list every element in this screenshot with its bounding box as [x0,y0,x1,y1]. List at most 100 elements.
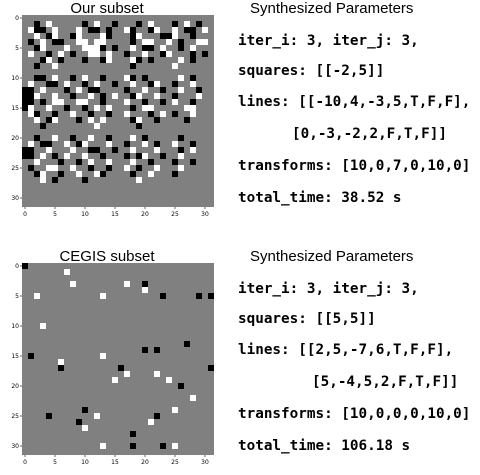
pixel [28,141,34,147]
pixel [172,407,178,413]
pixel [34,293,40,299]
pixel [40,123,46,129]
pixel [184,117,190,123]
pixel [34,117,40,123]
pixel [172,141,178,147]
pixel [88,159,94,165]
pixel [22,147,28,153]
pixel [100,39,106,45]
pixel [100,45,106,51]
pixel [148,21,154,27]
pixel [52,33,58,39]
pixel [76,33,82,39]
pixel [172,443,178,449]
pixel [112,377,118,383]
pixel [70,93,76,99]
pixel [46,117,52,123]
pixel [148,159,154,165]
pixel [70,147,76,153]
pixel [178,57,184,63]
pixel [88,27,94,33]
pixel [112,21,118,27]
pixel [58,171,64,177]
pixel [160,111,166,117]
pixel [40,323,46,329]
pixel [46,51,52,57]
pixel [34,75,40,81]
pixel [82,425,88,431]
pixel [34,171,40,177]
x-tick-label: 0 [23,211,27,218]
pixel [130,57,136,63]
pixel [70,51,76,57]
pixel [100,33,106,39]
pixel [196,93,202,99]
pixel [112,81,118,87]
x-tick-label: 30 [201,459,209,466]
pixel [112,147,118,153]
y-tick-label: 0 [15,263,19,270]
pixel [130,75,136,81]
param-line: iter_i: 3, iter_j: 3, [238,33,419,49]
pixel [76,117,82,123]
pixel [208,293,214,299]
pixel [112,93,118,99]
pixel [166,377,172,383]
pixel [52,75,58,81]
param-line: squares: [[-2,5]] [238,63,384,79]
pixel [124,99,130,105]
pixel [40,87,46,93]
pixel [154,117,160,123]
pixel [106,141,112,147]
pixel [40,171,46,177]
pixel [124,75,130,81]
pixel [52,177,58,183]
pixel [40,99,46,105]
pixel [106,159,112,165]
pixel [190,51,196,57]
pixel [106,165,112,171]
pixel [142,281,148,287]
pixel [154,347,160,353]
x-tick-label: 15 [111,211,119,218]
pixel [22,263,28,269]
pixel [130,63,136,69]
pixel [76,39,82,45]
params-heading: Synthesized Parameters [250,0,413,17]
pixel [148,81,154,87]
pixel [106,57,112,63]
y-tick-label: 30 [11,443,19,450]
pixel [154,371,160,377]
pixel [130,45,136,51]
pixel [34,45,40,51]
pixel [52,135,58,141]
pixel [178,165,184,171]
pixel [94,39,100,45]
pixel [58,51,64,57]
pixel [40,57,46,63]
pixel [100,171,106,177]
x-tick-label: 30 [201,211,209,218]
pixel [34,93,40,99]
pixel [118,365,124,371]
pixel [106,27,112,33]
pixel [130,135,136,141]
pixel [52,27,58,33]
pixel [160,153,166,159]
pixel [130,27,136,33]
pixel [190,141,196,147]
pixel [82,177,88,183]
pixel [46,81,52,87]
pixel [76,419,82,425]
pixel [82,407,88,413]
pixel [124,141,130,147]
pixel [94,147,100,153]
pixel [28,353,34,359]
pixel [94,45,100,51]
pixel [154,27,160,33]
pixel [190,395,196,401]
param-line: transforms: [10,0,7,0,10,0] [238,158,470,174]
param-line: lines: [[2,5,-7,6,T,F,F], [238,342,453,358]
pixel [70,33,76,39]
